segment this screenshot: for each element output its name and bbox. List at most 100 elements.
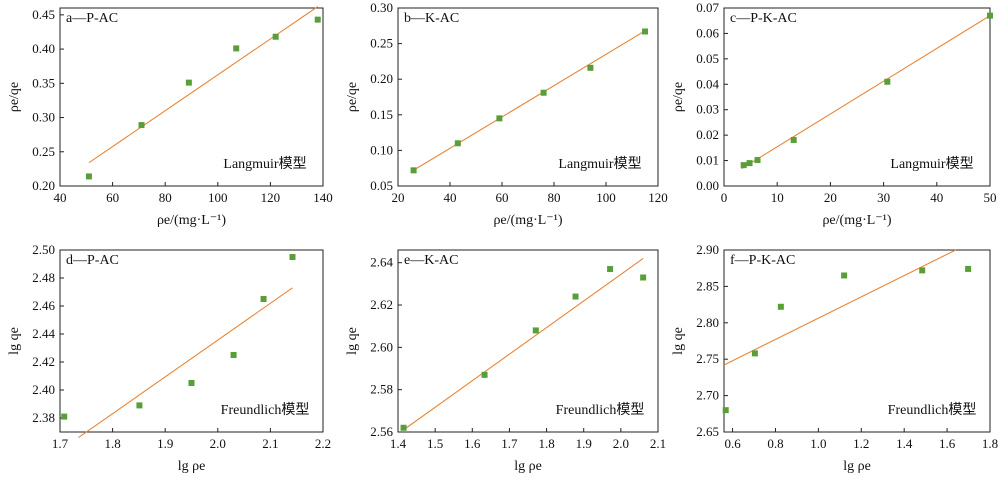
y-tick-label: 2.85 — [696, 278, 719, 293]
model-annotation: Langmuir模型 — [223, 156, 306, 172]
data-point — [289, 254, 296, 260]
x-tick-label: 2.1 — [262, 436, 278, 451]
y-tick-label: 2.75 — [696, 351, 719, 366]
x-tick-label: 40 — [930, 190, 943, 205]
y-tick-label: 2.56 — [370, 424, 393, 439]
y-tick-label: 2.80 — [696, 315, 719, 330]
data-point — [230, 352, 237, 358]
y-tick-label: 0.45 — [32, 7, 55, 22]
x-tick-label: 1.9 — [576, 436, 592, 451]
data-point — [884, 78, 891, 85]
plot-frame — [397, 7, 659, 187]
data-point — [61, 413, 68, 420]
panel-label: d—P-AC — [66, 253, 119, 268]
data-point — [746, 160, 753, 167]
y-tick-label: 0.40 — [32, 41, 55, 56]
x-tick-label: 80 — [548, 190, 561, 205]
data-point — [841, 272, 848, 279]
y-axis-title: lg qe — [345, 327, 360, 355]
data-point — [400, 424, 407, 431]
x-tick-label: 1.6 — [939, 436, 956, 451]
data-point — [410, 167, 417, 174]
data-point — [481, 371, 488, 378]
fit-line — [403, 258, 644, 431]
data-point — [790, 136, 797, 143]
y-tick-label: 0.15 — [370, 107, 393, 122]
y-tick-label: 0.20 — [32, 178, 55, 193]
data-point — [314, 16, 321, 23]
y-tick-label: 0.05 — [370, 178, 393, 193]
x-tick-label: 1.0 — [810, 436, 826, 451]
y-tick-label: 0.07 — [696, 0, 719, 15]
x-tick-label: 1.9 — [157, 436, 173, 451]
y-tick-label: 0.05 — [696, 51, 719, 66]
y-tick-label: 2.60 — [370, 339, 393, 354]
data-point — [740, 162, 747, 169]
x-tick-label: 0.8 — [767, 436, 783, 451]
y-tick-label: 2.46 — [32, 298, 55, 313]
y-tick-label: 0.35 — [32, 75, 55, 90]
model-annotation: Freundlich模型 — [888, 402, 977, 418]
x-tick-label: 120 — [648, 190, 668, 205]
data-point — [454, 140, 461, 147]
data-point — [919, 267, 926, 274]
data-point — [138, 122, 145, 129]
fit-line — [78, 287, 293, 439]
panel-e-freundlich-k-ac: 1.4 1.5 1.6 1.7 1.8 1.9 2.0 2.1 2.56 2.58 2.60 2.62… — [345, 249, 666, 474]
panel-c-langmuir-p-k-ac: 0 10 20 30 40 50 0.00 0.01 0.02 0.03 0.04 0.05 0.06 0… — [671, 0, 997, 228]
y-axis-title: lg qe — [671, 327, 686, 355]
panel-d-freundlich-p-ac: 1.7 1.8 1.9 2.0 2.1 2.2 2.38 2.40 2.42 2.44 2.46 2.… — [7, 242, 331, 474]
y-tick-label: 0.10 — [370, 142, 393, 157]
data-point — [607, 266, 614, 273]
y-axis-title: ρe/qe — [671, 82, 686, 112]
y-tick-label: 2.65 — [696, 424, 719, 439]
model-annotation: Langmuir模型 — [890, 156, 973, 172]
x-tick-label: 20 — [824, 190, 837, 205]
x-tick-label: 2.1 — [650, 436, 666, 451]
x-tick-label: 0 — [721, 190, 728, 205]
x-tick-label: 120 — [261, 190, 281, 205]
y-tick-label: 2.62 — [370, 297, 393, 312]
x-tick-label: 1.8 — [982, 436, 998, 451]
x-tick-label: 1.7 — [501, 436, 518, 451]
y-tick-label: 2.44 — [32, 326, 55, 341]
x-tick-label: 40 — [54, 190, 67, 205]
data-point — [640, 274, 647, 281]
x-axis-title: lg ρe — [514, 459, 542, 474]
x-tick-label: 0.6 — [724, 436, 741, 451]
x-tick-label: 2.0 — [613, 436, 629, 451]
data-point — [777, 303, 784, 310]
y-tick-label: 0.06 — [696, 25, 719, 40]
panel-label: a—P-AC — [66, 11, 118, 26]
panel-b-langmuir-k-ac: 20 40 60 80 100 120 0.05 0.10 0.15 0.20 0.25 0.30 b—… — [345, 0, 668, 228]
y-tick-label: 0.30 — [32, 110, 55, 125]
y-axis-title: ρe/qe — [345, 82, 360, 112]
data-point — [260, 296, 267, 302]
y-tick-label: 2.50 — [32, 242, 55, 257]
x-tick-label: 60 — [106, 190, 119, 205]
x-tick-label: 40 — [444, 190, 457, 205]
data-point — [185, 79, 192, 86]
y-axis-title: ρe/qe — [7, 82, 22, 112]
plot-frame — [723, 7, 991, 187]
data-point — [233, 45, 240, 52]
x-tick-label: 100 — [208, 190, 228, 205]
plot-frame — [59, 7, 324, 187]
x-axis-title: lg ρe — [178, 459, 206, 474]
y-tick-label: 0.20 — [370, 71, 393, 86]
y-tick-label: 0.00 — [696, 178, 719, 193]
x-tick-label: 1.2 — [853, 436, 869, 451]
y-tick-label: 0.25 — [370, 36, 393, 51]
data-point — [987, 12, 993, 19]
data-point — [754, 157, 761, 164]
y-tick-label: 0.30 — [370, 0, 393, 15]
y-tick-label: 2.70 — [696, 388, 719, 403]
fit-line — [723, 249, 956, 366]
y-tick-label: 2.42 — [32, 354, 55, 369]
data-point — [751, 350, 758, 357]
x-tick-label: 30 — [877, 190, 890, 205]
x-tick-label: 2.2 — [315, 436, 331, 451]
y-axis-title: lg qe — [7, 327, 22, 355]
y-tick-label: 2.90 — [696, 242, 719, 257]
